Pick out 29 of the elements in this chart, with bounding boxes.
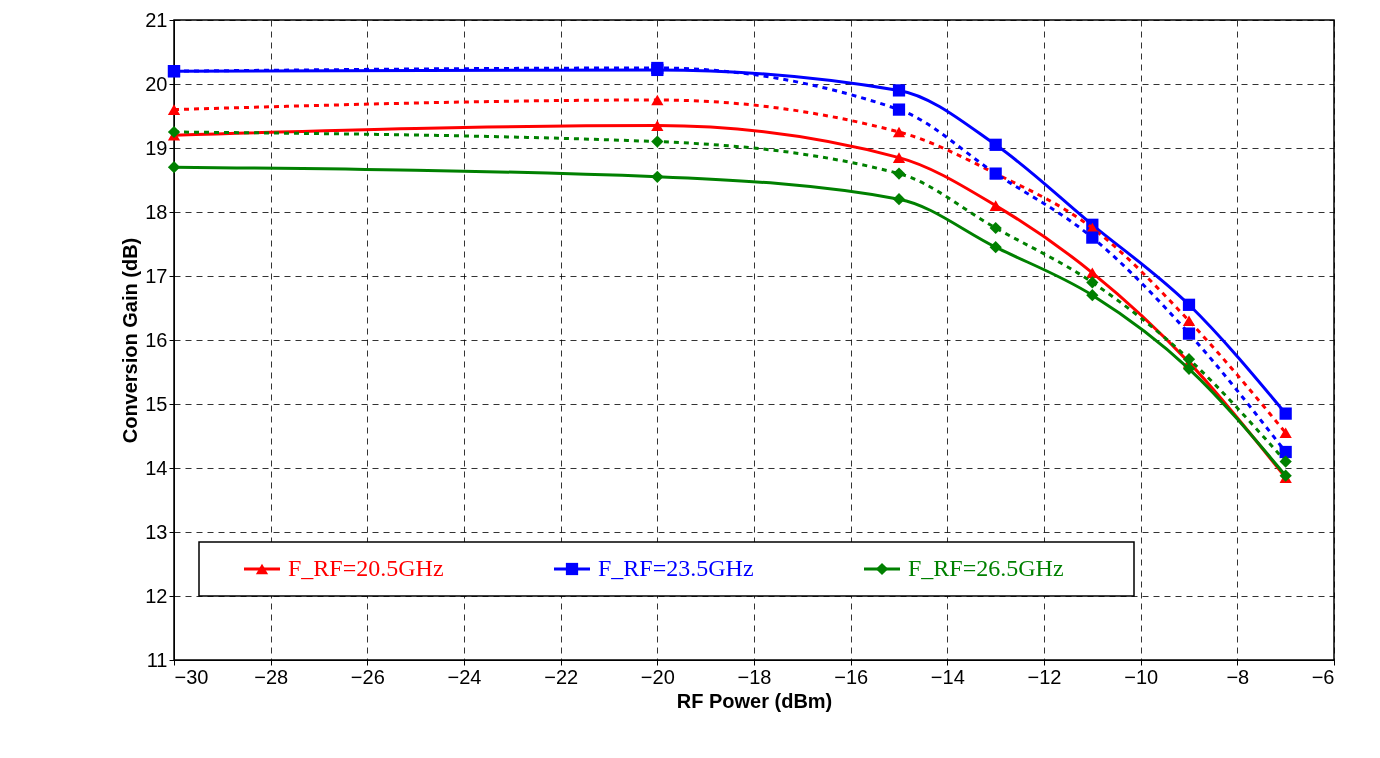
y-tick-label: 11	[146, 648, 168, 671]
x-tick-label: −24	[447, 665, 482, 688]
y-tick-label: 14	[145, 456, 168, 479]
x-tick-label: −6	[1311, 665, 1335, 688]
y-tick-label: 18	[145, 200, 168, 223]
x-tick-label: −14	[930, 665, 965, 688]
x-tick-label: −10	[1124, 665, 1159, 688]
y-tick-label: 12	[145, 584, 168, 607]
x-tick-label: −16	[834, 665, 869, 688]
x-tick-label: −18	[737, 665, 772, 688]
x-axis-title: RF Power (dBm)	[676, 689, 833, 712]
x-tick-label: −20	[640, 665, 675, 688]
x-tick-label: −30	[174, 665, 209, 688]
legend-label: F_RF=20.5GHz	[288, 555, 444, 581]
y-tick-label: 15	[145, 392, 168, 415]
y-tick-label: 20	[145, 72, 168, 95]
y-tick-label: 13	[145, 520, 168, 543]
y-tick-label: 17	[145, 264, 168, 287]
x-tick-label: −26	[350, 665, 385, 688]
legend-label: F_RF=26.5GHz	[908, 555, 1064, 581]
x-tick-label: −22	[544, 665, 579, 688]
y-axis-title: Conversion Gain (dB)	[119, 237, 142, 444]
y-tick-label: 19	[145, 136, 168, 159]
x-tick-label: −28	[254, 665, 289, 688]
x-tick-label: −8	[1226, 665, 1250, 688]
legend-label: F_RF=23.5GHz	[598, 555, 754, 581]
y-tick-label: 16	[145, 328, 168, 351]
y-tick-label: 21	[145, 8, 168, 31]
x-tick-label: −12	[1027, 665, 1062, 688]
